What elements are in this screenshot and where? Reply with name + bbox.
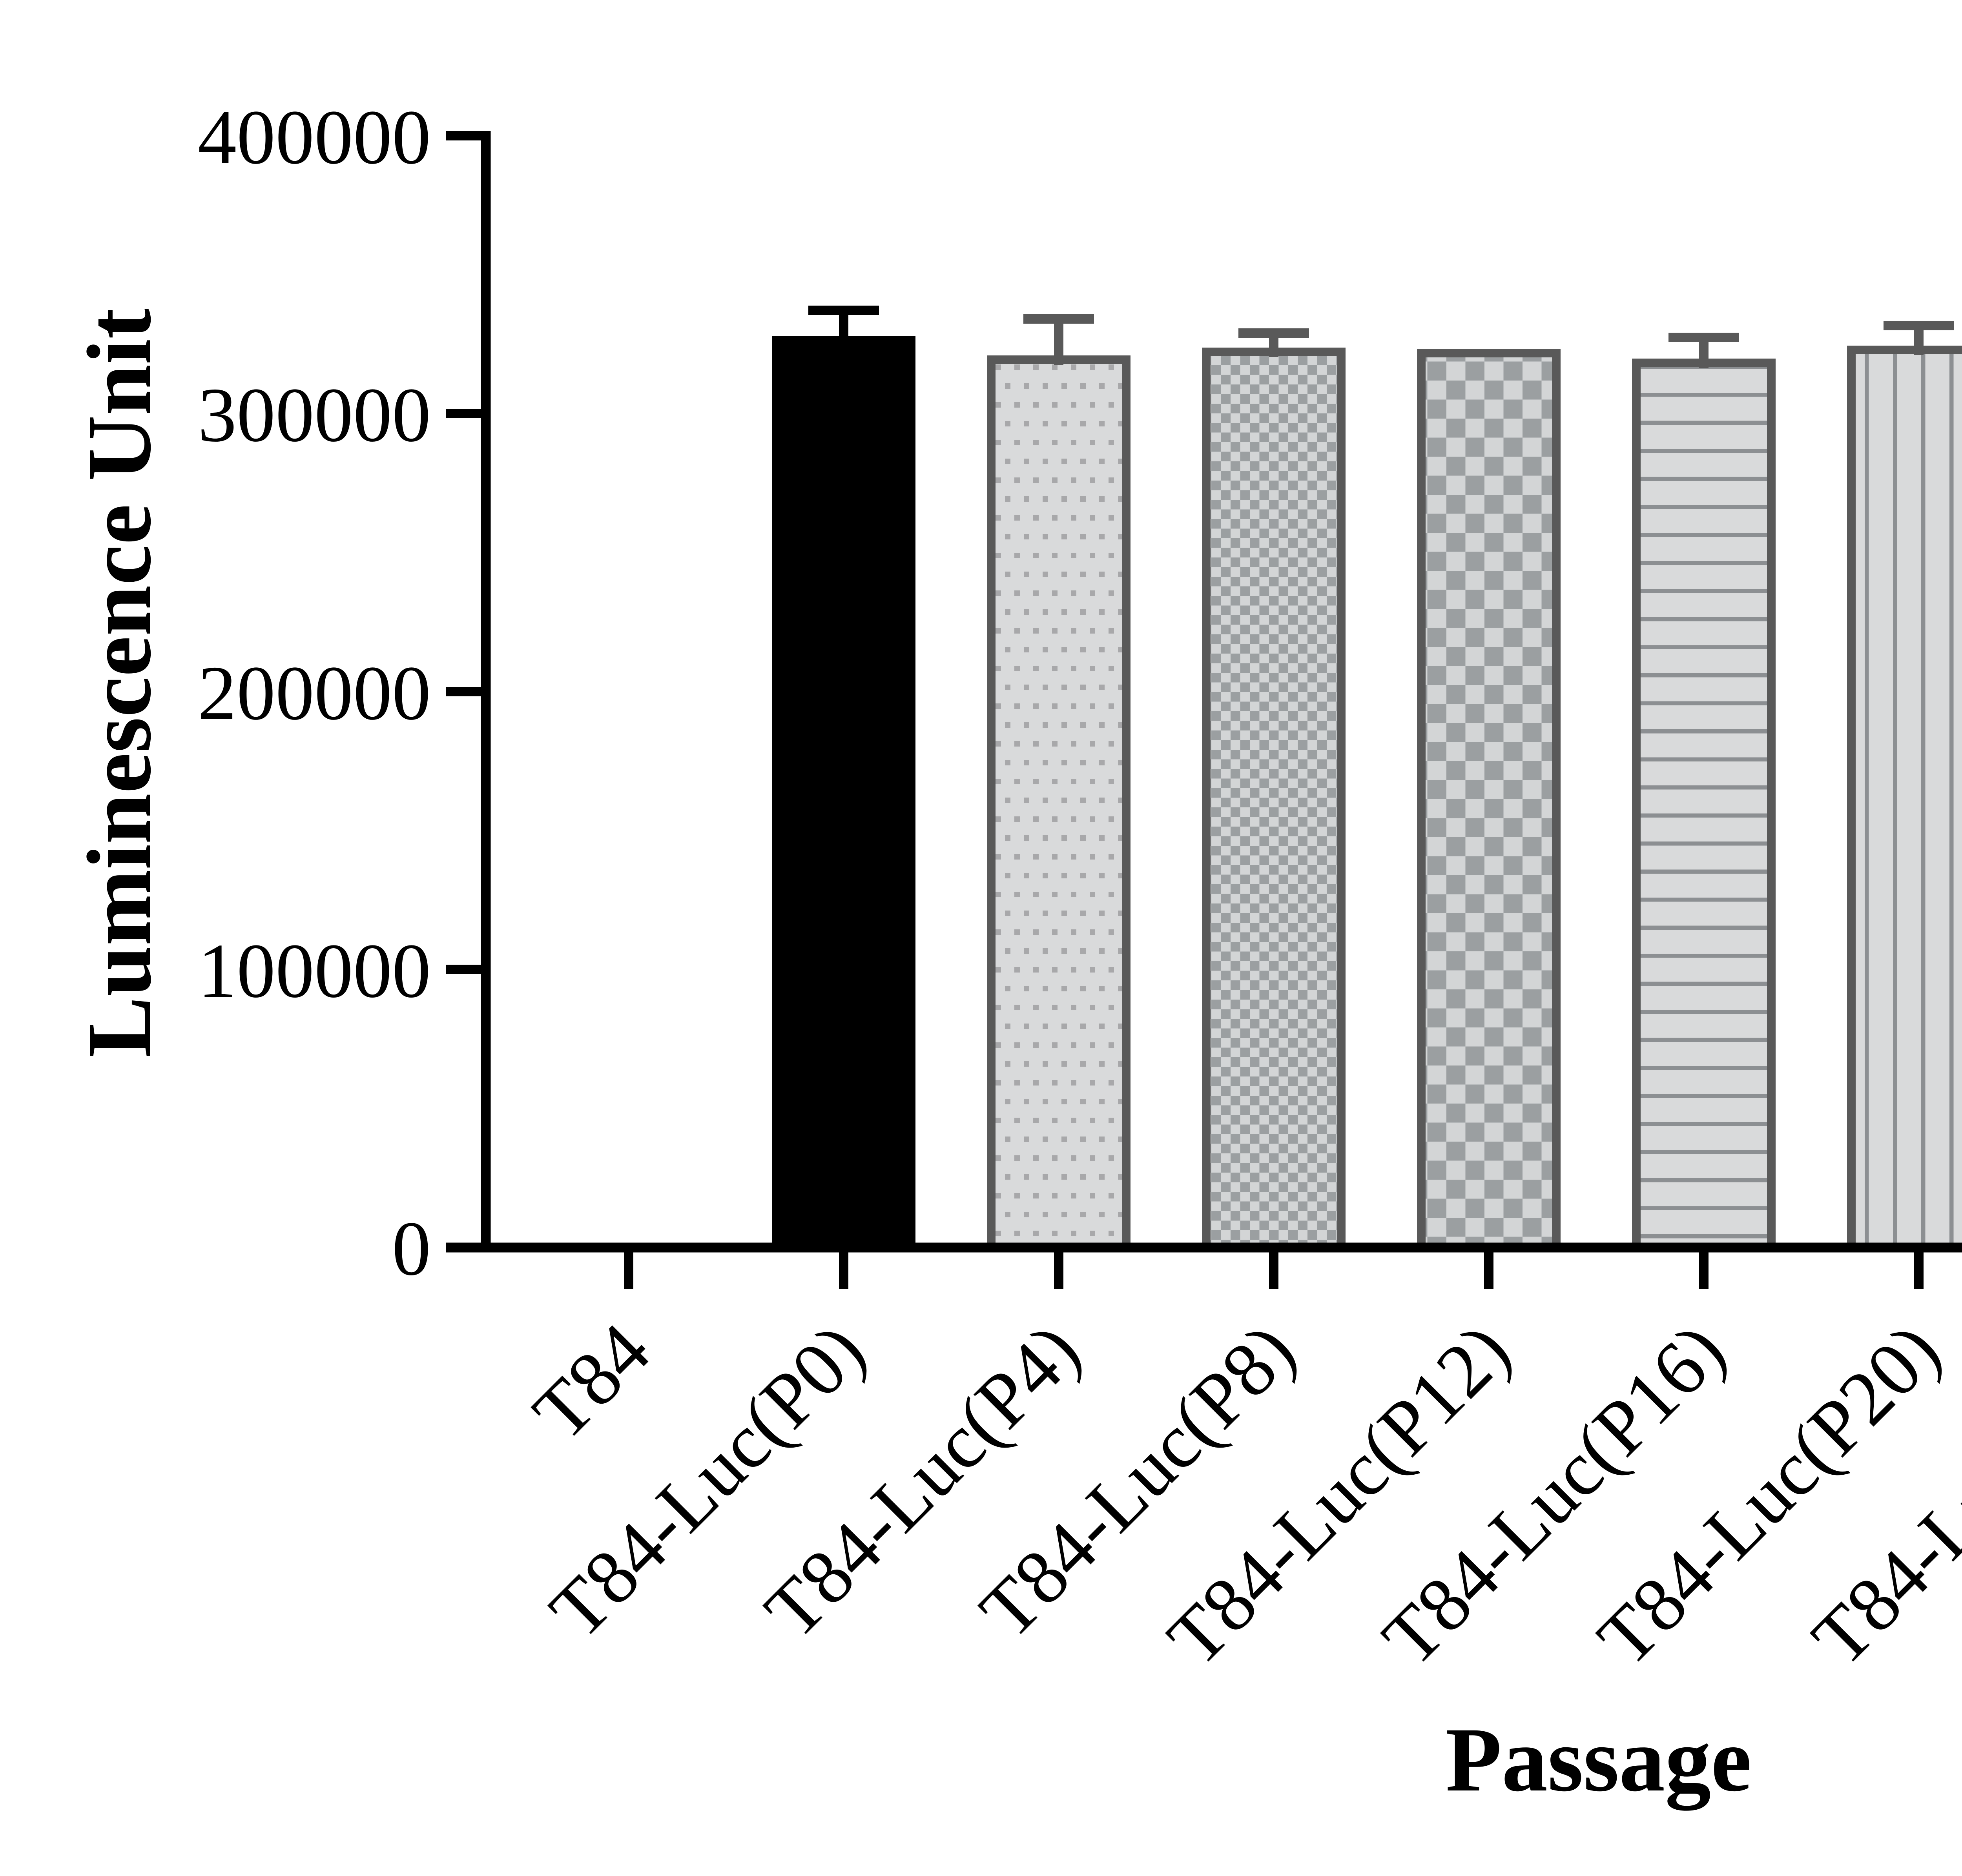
svg-text:200000: 200000: [198, 650, 431, 736]
svg-text:T84: T84: [517, 1307, 666, 1456]
svg-text:0: 0: [392, 1206, 431, 1291]
svg-text:Passage: Passage: [1446, 1708, 1752, 1811]
svg-text:Luminescence Unit: Luminescence Unit: [69, 308, 170, 1057]
svg-text:100000: 100000: [198, 928, 431, 1014]
svg-text:300000: 300000: [198, 372, 431, 458]
svg-text:400000: 400000: [198, 94, 431, 180]
